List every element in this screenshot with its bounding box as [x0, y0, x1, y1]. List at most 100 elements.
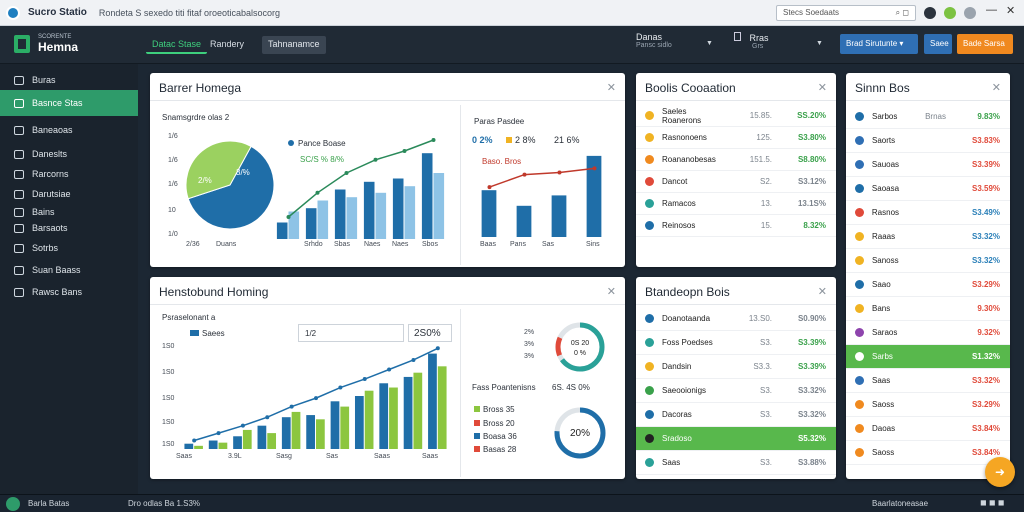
account-icon[interactable] — [924, 7, 936, 19]
sidebar-item-darutsiae[interactable]: Darutsiae — [0, 184, 138, 204]
legend-title: Fass Poantenisns — [472, 383, 536, 392]
box-icon — [14, 125, 24, 135]
row-icon — [855, 376, 864, 385]
logo[interactable]: SCORENTE Hemna — [38, 34, 79, 54]
sidebar-item-suan-baass[interactable]: Suan Baass — [0, 260, 138, 280]
dropdown-danas[interactable]: Danas Pansc sidlo — [636, 32, 672, 49]
svg-text:20%: 20% — [570, 428, 590, 439]
row-value: 13. — [760, 199, 772, 208]
list-row[interactable]: Sanoss S3.32% — [846, 249, 1010, 273]
row-value: S2. — [759, 177, 772, 186]
bar — [291, 411, 301, 449]
sidebar-item-bains[interactable]: Bains — [0, 202, 138, 222]
document-icon — [734, 32, 741, 41]
tab-data-stase[interactable]: Datac Stase — [146, 36, 208, 54]
status-icon[interactable] — [944, 7, 956, 19]
bar — [346, 197, 358, 239]
row-value: 15.85. — [749, 111, 772, 120]
close-icon[interactable]: ✕ — [1006, 5, 1016, 17]
list-row[interactable]: Saraos 9.32% — [846, 321, 1010, 345]
list-row[interactable]: Saorts S3.83% — [846, 129, 1010, 153]
arrow-right-icon: ➜ — [994, 465, 1006, 479]
list-row[interactable]: Dancot S2. S3.12% — [636, 171, 836, 193]
sidebar-item-basnce-stas[interactable]: Basnce Stas — [0, 90, 138, 116]
tab-tahnanamce[interactable]: Tahnanamce — [262, 36, 326, 54]
list-row[interactable]: Raaas S3.32% — [846, 225, 1010, 249]
row-label: Saoss — [872, 448, 895, 457]
list-row[interactable]: Sauoas S3.39% — [846, 153, 1010, 177]
row-icon — [855, 184, 864, 193]
list-row[interactable]: Bans 9.30% — [846, 297, 1010, 321]
list-row[interactable]: Doanotaanda 13.S0. S0.90% — [636, 307, 836, 331]
list-row[interactable]: Ramacos 13. 13.1S% — [636, 193, 836, 215]
row-percent: S3.29% — [971, 280, 1000, 289]
line-point — [286, 215, 291, 219]
close-icon[interactable]: ✕ — [606, 82, 616, 94]
close-icon[interactable]: ✕ — [606, 286, 616, 298]
list-row[interactable]: Reinosos 15. 8.32% — [636, 215, 836, 237]
list-row[interactable]: Saao S3.29% — [846, 273, 1010, 297]
fab-arrow-button[interactable]: ➜ — [985, 457, 1015, 487]
list-row[interactable]: Saas S3.32% — [846, 369, 1010, 393]
row-icon — [645, 386, 654, 395]
saee-button[interactable]: Saee — [924, 34, 952, 54]
row-percent: S3.32% — [971, 232, 1000, 241]
table-icon — [14, 207, 24, 217]
list-row[interactable]: Rasnonoens 125. S3.80% — [636, 127, 836, 149]
bade-sarsa-button[interactable]: Bade Sarsa — [957, 34, 1013, 54]
list-row[interactable]: Saeles Roanerons 15.85. SS.20% — [636, 105, 836, 127]
close-icon[interactable]: ✕ — [817, 82, 827, 94]
dropdown-rras[interactable]: Rras Grs — [734, 32, 769, 58]
sidebar-item-sotrbs[interactable]: Sotrbs — [0, 238, 138, 258]
list-row[interactable]: Saoss S3.29% — [846, 393, 1010, 417]
row-label: Saas — [872, 376, 891, 385]
sidebar-item-rarcorns[interactable]: Rarcorns — [0, 164, 138, 184]
list-row[interactable]: Foss Poedses S3. S3.39% — [636, 331, 836, 355]
close-icon[interactable]: ✕ — [991, 82, 1001, 94]
search-input[interactable]: Stecs Soedaats ⌕ ◻ — [776, 5, 916, 21]
list-row[interactable]: Saeooionigs S3. S3.32% — [636, 379, 836, 403]
list-row[interactable]: Roananobesas 151.5. S8.80% — [636, 149, 836, 171]
chevron-down-icon[interactable]: ▼ — [706, 40, 713, 47]
bar — [516, 205, 532, 237]
bar — [437, 366, 447, 449]
tray-icons[interactable]: ◼ ◼ ◼ — [980, 498, 1005, 507]
row-label: Reinosos — [662, 221, 696, 230]
minimize-icon[interactable]: — — [986, 4, 997, 16]
list-row[interactable]: Sradoso S5.32% — [636, 427, 836, 451]
list-row[interactable]: Saas S3. S3.88% — [636, 451, 836, 475]
chevron-down-icon[interactable]: ▼ — [816, 40, 823, 47]
row-percent: S3.88% — [797, 458, 826, 467]
list-row[interactable]: Dacoras S3. S3.32% — [636, 403, 836, 427]
bar — [306, 415, 315, 449]
list-row[interactable]: Saoss S3.84% — [846, 441, 1010, 465]
row-percent: S3.12% — [797, 177, 826, 186]
bar — [194, 445, 203, 449]
sidebar-item-barsaots[interactable]: Barsaots — [0, 218, 138, 238]
list-row[interactable]: Daoas S3.84% — [846, 417, 1010, 441]
close-icon[interactable]: ✕ — [817, 286, 827, 298]
row-percent: S3.84% — [971, 448, 1000, 457]
bar — [389, 387, 398, 449]
list-row[interactable]: Sarbs S1.32% — [846, 345, 1010, 369]
legend-item: Basas 28 — [474, 445, 516, 454]
sidebar-item-rawsc-bans[interactable]: Rawsc Bans — [0, 282, 138, 302]
info-icon[interactable] — [964, 7, 976, 19]
bar — [433, 173, 445, 239]
bar — [403, 376, 413, 449]
pie-slice — [187, 145, 275, 230]
right-chart-title: Paras Pasdee — [474, 117, 525, 126]
brad-sirutunte-button[interactable]: Brad Sirutunte ▾ — [840, 34, 918, 54]
list-row[interactable]: Dandsin S3.3. S3.39% — [636, 355, 836, 379]
list-row[interactable]: Sarbos Brnas 9.83% — [846, 105, 1010, 129]
row-icon — [855, 136, 864, 145]
sidebar-item-daneslts[interactable]: Daneslts — [0, 144, 138, 164]
list-row[interactable]: Rasnos S3.49% — [846, 201, 1010, 225]
sidebar-item-buras[interactable]: Buras — [0, 70, 138, 90]
tab-randery[interactable]: Randery — [210, 39, 245, 49]
bar — [404, 186, 416, 239]
list-row[interactable]: Saoasa S3.59% — [846, 177, 1010, 201]
legend-item: Saees — [190, 329, 225, 338]
value-input[interactable]: 1/2 — [298, 324, 404, 342]
sidebar-item-baneaoas[interactable]: Baneaoas — [0, 120, 138, 140]
